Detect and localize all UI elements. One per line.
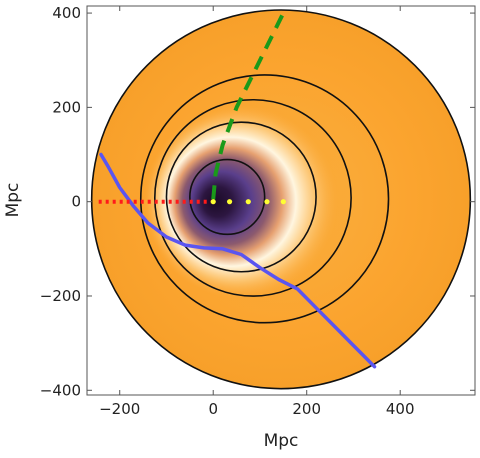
yellow-dot bbox=[226, 199, 233, 205]
x-tick-label: −200 bbox=[99, 400, 140, 418]
x-tick-label: 400 bbox=[386, 400, 415, 418]
y-axis-label: Mpc bbox=[3, 183, 23, 218]
y-tick-label: −200 bbox=[40, 287, 81, 305]
y-tick-label: −400 bbox=[40, 381, 81, 399]
contour-circle bbox=[165, 121, 317, 273]
y-tick-label: 0 bbox=[71, 193, 81, 211]
plot-area bbox=[90, 9, 472, 390]
y-tick-label: 400 bbox=[52, 4, 81, 22]
yellow-dot bbox=[245, 199, 251, 205]
contour-circle bbox=[189, 158, 266, 236]
yellow-dot bbox=[210, 199, 216, 205]
contour-circle bbox=[139, 74, 390, 324]
x-tick-label: 0 bbox=[208, 400, 218, 418]
solid-line-series bbox=[99, 152, 377, 369]
yellow-dot bbox=[280, 199, 286, 205]
x-axis-label: Mpc bbox=[264, 431, 299, 451]
contour-circle bbox=[153, 98, 352, 297]
plot-frame bbox=[86, 5, 476, 396]
yellow-dot bbox=[264, 199, 270, 205]
x-tick-label: 200 bbox=[292, 400, 321, 418]
contour-circle bbox=[90, 9, 472, 390]
dashed-line-series bbox=[211, 12, 286, 200]
y-tick-label: 200 bbox=[52, 98, 81, 116]
axes: −200 0 200 400 −400 −200 0 200 400 bbox=[40, 4, 475, 418]
